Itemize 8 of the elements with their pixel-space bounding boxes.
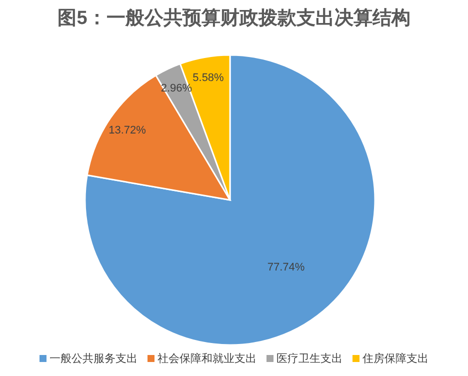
- chart-title: 图5：一般公共预算财政拨款支出决算结构: [58, 7, 410, 29]
- data-label: 5.58%: [192, 72, 224, 84]
- legend-label: 一般公共服务支出: [50, 352, 138, 365]
- legend-label: 住房保障支出: [362, 352, 428, 365]
- legend-label: 社会保障和就业支出: [158, 352, 256, 365]
- legend-label: 医疗卫生支出: [276, 352, 342, 365]
- data-label: 13.72%: [108, 124, 146, 136]
- data-label: 77.74%: [267, 262, 305, 274]
